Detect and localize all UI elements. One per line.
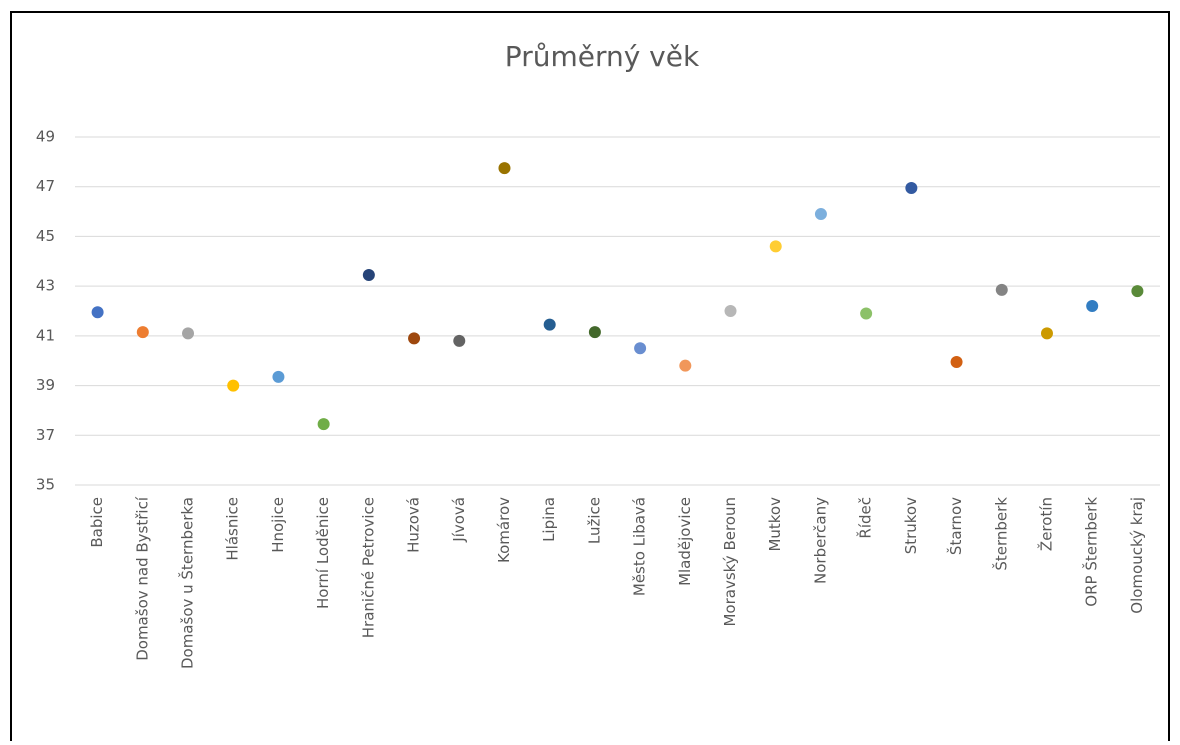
dot <box>408 332 421 345</box>
x-tick-label: ORP Šternberk <box>1082 497 1101 607</box>
x-tick-label: Žerotín <box>1036 497 1055 551</box>
dot <box>317 418 330 431</box>
x-tick-label: Řídeč <box>856 497 875 539</box>
y-tick-label: 49 <box>36 128 55 146</box>
dot <box>724 305 737 317</box>
dot <box>227 379 240 392</box>
dot <box>950 355 963 368</box>
x-tick-label: Domašov nad Bystřicí <box>133 496 151 661</box>
x-tick-label: Lužice <box>585 497 603 544</box>
dot <box>1086 300 1099 313</box>
dot <box>362 268 375 281</box>
dot <box>769 240 782 253</box>
x-tick-label: Komárov <box>495 497 513 563</box>
x-tick-label: Huzová <box>405 497 423 553</box>
dot <box>136 326 149 339</box>
chart-title: Průměrný věk <box>505 40 700 73</box>
y-tick-label: 37 <box>36 426 55 444</box>
dot <box>498 162 511 175</box>
y-tick-label: 43 <box>36 277 55 295</box>
dot <box>1131 285 1144 298</box>
dot <box>91 306 104 319</box>
dot <box>995 283 1008 296</box>
x-tick-label: Jívová <box>450 497 468 543</box>
x-tick-label: Mutkov <box>766 497 784 552</box>
x-tick-label: Šternberk <box>991 497 1010 571</box>
x-tick-label: Horní Loděnice <box>314 497 332 609</box>
y-tick-label: 41 <box>36 326 55 344</box>
dot <box>905 181 918 194</box>
x-tick-label: Lipina <box>540 497 558 542</box>
dot <box>182 327 195 340</box>
x-tick-label: Hlásnice <box>224 497 242 561</box>
x-tick-label: Štarnov <box>946 497 965 555</box>
x-tick-label: Moravský Beroun <box>721 497 739 627</box>
x-tick-label: Mladějovice <box>676 497 694 586</box>
x-tick-label: Olomoucký kraj <box>1128 497 1146 614</box>
chart-frame <box>10 11 1170 745</box>
y-tick-label: 47 <box>36 177 55 195</box>
y-tick-label: 39 <box>36 376 55 394</box>
dot <box>860 307 873 320</box>
x-tick-label: Domašov u Šternberka <box>178 497 197 669</box>
y-tick-label: 35 <box>36 476 55 494</box>
x-tick-label: Město Libavá <box>631 497 649 596</box>
dot <box>453 334 466 347</box>
dot <box>814 208 827 221</box>
x-tick-label: Babice <box>88 497 106 548</box>
dot <box>634 342 647 355</box>
x-tick-label: Norberčany <box>811 497 829 584</box>
y-tick-label: 45 <box>36 227 55 245</box>
x-tick-label: Hnojice <box>269 497 287 553</box>
dot <box>679 359 692 372</box>
dot <box>543 318 556 331</box>
dot <box>588 326 601 339</box>
x-tick-label: Strukov <box>902 497 920 554</box>
dot <box>272 370 285 383</box>
x-tick-label: Hraničné Petrovice <box>359 497 377 638</box>
dot <box>1040 327 1053 340</box>
